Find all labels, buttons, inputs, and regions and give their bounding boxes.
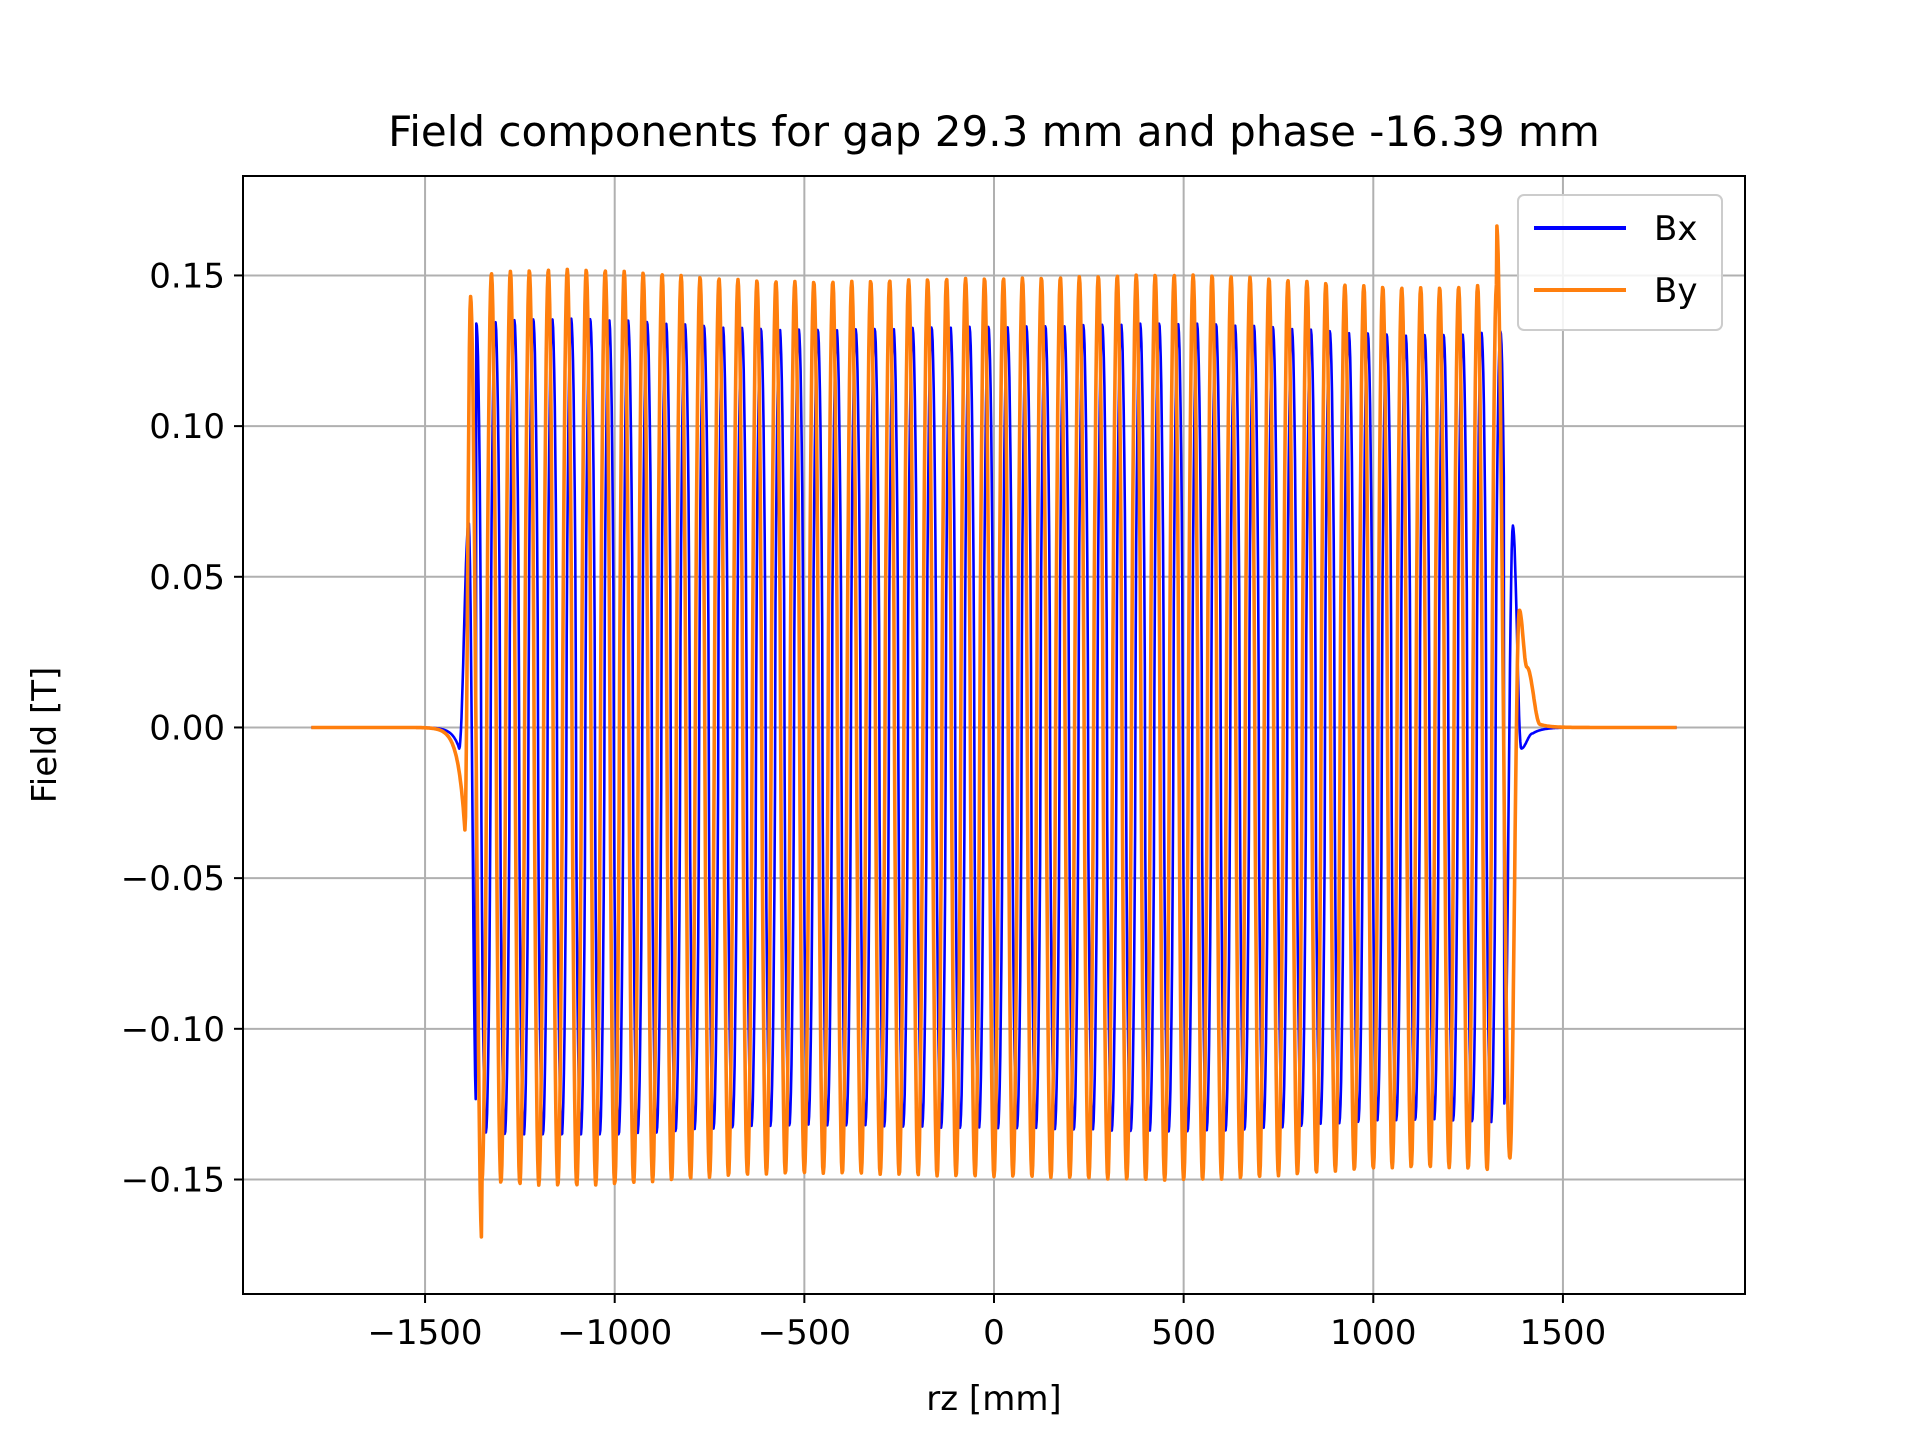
y-tick-label: −0.15	[121, 1160, 225, 1200]
legend: Bx By	[1517, 194, 1723, 331]
series-line-bx	[310, 317, 1678, 1136]
y-tick-label: 0.10	[149, 407, 225, 447]
legend-label-by: By	[1654, 271, 1697, 311]
x-tick-label: 0	[983, 1313, 1005, 1353]
y-tick-label: 0.15	[149, 256, 225, 296]
x-tick-label: −1500	[368, 1313, 483, 1353]
y-tick-label: −0.05	[121, 859, 225, 899]
chart-title: Field components for gap 29.3 mm and pha…	[388, 107, 1600, 156]
y-tick-label: 0.00	[149, 708, 225, 748]
x-tick-label: 1000	[1330, 1313, 1417, 1353]
x-tick-label: 500	[1151, 1313, 1216, 1353]
x-tick-label: −1000	[557, 1313, 672, 1353]
series-line-by	[310, 224, 1678, 1239]
series-lines	[310, 224, 1678, 1239]
x-tick-label: 1500	[1520, 1313, 1607, 1353]
y-tick-label: 0.05	[149, 558, 225, 598]
legend-label-bx: Bx	[1654, 209, 1697, 249]
axis-ticks: −1500 −1000 −500 0 500 1000 1500 −0.15 −0.10 −0.0…	[121, 256, 1606, 1353]
x-tick-label: −500	[758, 1313, 851, 1353]
x-axis-label: rz [mm]	[926, 1379, 1061, 1419]
y-tick-label: −0.10	[121, 1010, 225, 1050]
y-axis-label: Field [T]	[25, 667, 65, 804]
